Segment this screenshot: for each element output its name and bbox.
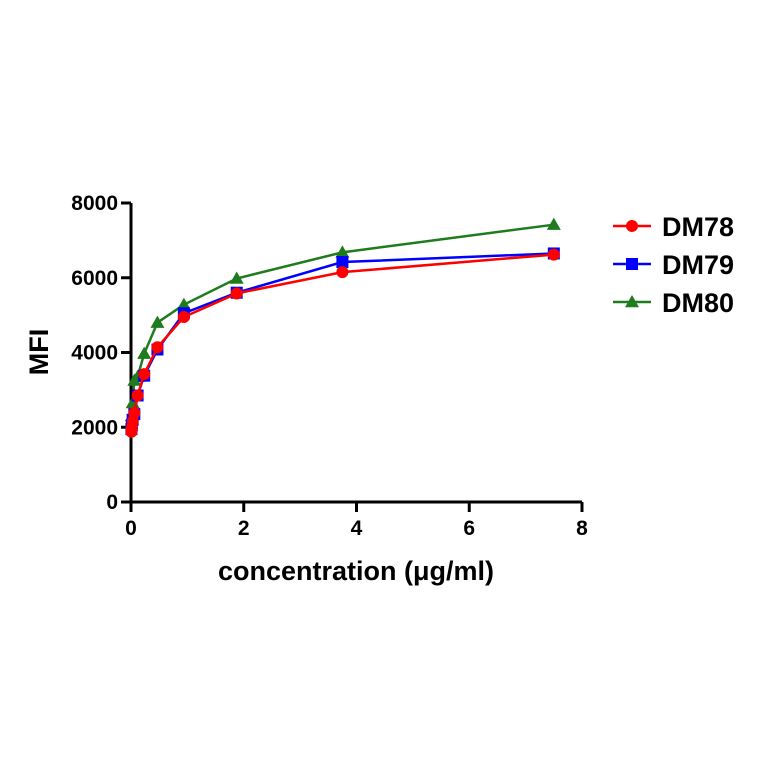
legend-item-dm79: DM79	[613, 250, 734, 280]
data-point	[137, 346, 152, 359]
x-tick-label: 6	[463, 517, 475, 540]
legend-label: DM79	[662, 250, 734, 280]
legend-marker	[625, 295, 639, 308]
y-tick-label: 4000	[71, 342, 118, 365]
data-point	[547, 248, 560, 261]
series-dm80	[124, 217, 561, 429]
data-point	[150, 315, 165, 328]
y-axis-title: MFI	[24, 329, 54, 376]
x-axis-title: concentration (μg/ml)	[218, 556, 494, 586]
data-point	[336, 256, 349, 269]
series-dm78	[125, 248, 560, 438]
x-tick-label: 2	[238, 517, 250, 540]
series-line	[130, 253, 554, 432]
legend-item-dm80: DM80	[613, 288, 734, 318]
legend-marker	[626, 258, 638, 270]
legend-marker	[626, 220, 638, 232]
data-point	[335, 245, 350, 258]
data-point	[177, 310, 190, 323]
data-point	[131, 389, 144, 402]
y-tick-label: 6000	[71, 267, 118, 290]
y-tick-label: 2000	[71, 416, 118, 439]
series-layer	[124, 217, 561, 438]
legend-label: DM80	[662, 288, 734, 318]
series-line	[130, 252, 554, 430]
x-tick-label: 4	[351, 517, 363, 540]
data-point	[546, 217, 561, 230]
legend-label: DM78	[662, 212, 734, 242]
y-tick-label: 8000	[71, 192, 118, 215]
data-point	[229, 271, 244, 284]
y-axis: 0 2000 4000 6000 8000	[71, 192, 133, 514]
data-point	[128, 407, 141, 420]
x-tick-label: 0	[125, 517, 137, 540]
data-point	[176, 297, 191, 310]
x-axis: 0 2 4 6 8	[125, 500, 588, 540]
data-point	[336, 266, 349, 279]
legend: DM78 DM79 DM80	[613, 212, 734, 318]
y-tick-label: 0	[106, 491, 118, 514]
data-point	[138, 368, 151, 381]
data-point	[230, 287, 243, 300]
legend-item-dm78: DM78	[613, 212, 734, 242]
data-point	[151, 341, 164, 354]
x-tick-label: 8	[576, 517, 588, 540]
